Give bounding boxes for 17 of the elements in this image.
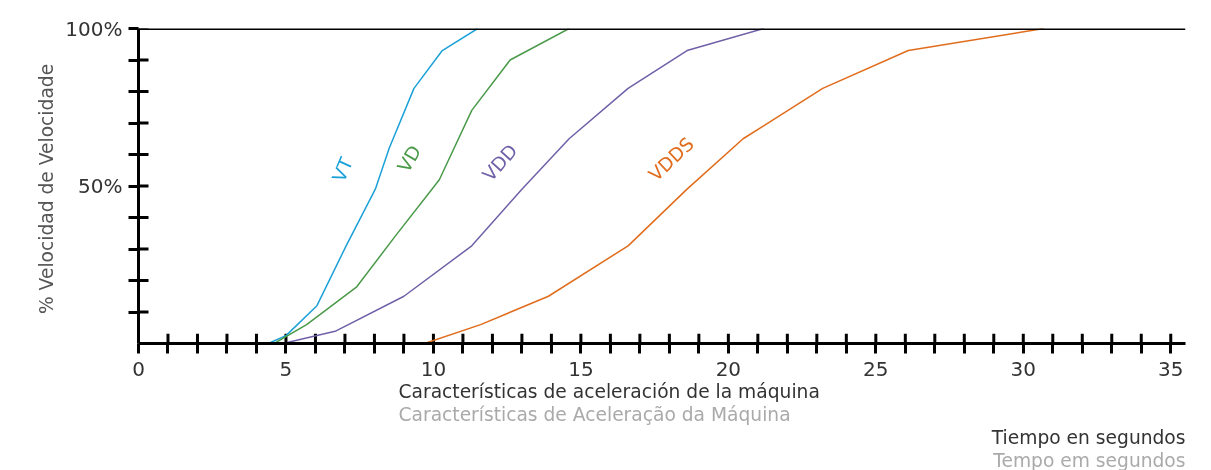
text: VD [393, 141, 426, 176]
x-tick-label: 30 [1010, 356, 1037, 381]
x-tick-label: 25 [863, 356, 889, 381]
x-tick-label: 15 [568, 356, 594, 381]
x-tick-label: 5 [279, 356, 293, 381]
x-tick-label: 10 [420, 356, 447, 381]
y-tick-label: 100% [65, 16, 123, 41]
text: VT [328, 154, 358, 186]
text: Tempo em segundos [992, 449, 1186, 470]
x-tick-label: 35 [1158, 356, 1184, 381]
text: Tiempo en segundos [990, 426, 1186, 448]
text: Características de Aceleração da Máquina [398, 403, 791, 425]
y-axis-title: % Velocidad de Velocidade [36, 63, 58, 315]
y-tick-label: 50% [78, 174, 123, 198]
x-tick-label: 20 [715, 356, 742, 381]
x-tick-label: 0 [132, 356, 145, 381]
text: Características de aceleración de la máquina [398, 380, 820, 402]
